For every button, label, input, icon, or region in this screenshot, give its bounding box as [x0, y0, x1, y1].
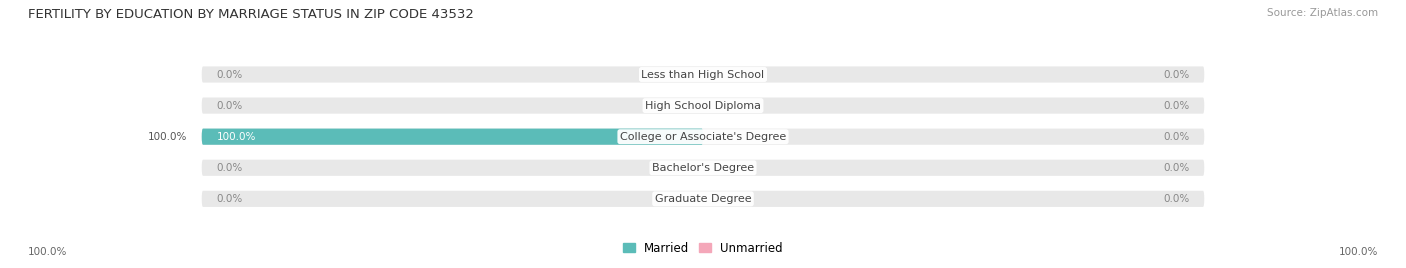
FancyBboxPatch shape [201, 160, 1205, 176]
Text: 0.0%: 0.0% [1163, 163, 1189, 173]
Text: 0.0%: 0.0% [217, 194, 243, 204]
Text: Less than High School: Less than High School [641, 69, 765, 80]
Text: 100.0%: 100.0% [28, 247, 67, 257]
Text: FERTILITY BY EDUCATION BY MARRIAGE STATUS IN ZIP CODE 43532: FERTILITY BY EDUCATION BY MARRIAGE STATU… [28, 8, 474, 21]
Legend: Married, Unmarried: Married, Unmarried [619, 237, 787, 259]
Text: College or Associate's Degree: College or Associate's Degree [620, 132, 786, 142]
Text: 100.0%: 100.0% [217, 132, 256, 142]
Text: High School Diploma: High School Diploma [645, 100, 761, 111]
Text: 0.0%: 0.0% [1163, 100, 1189, 111]
Text: Source: ZipAtlas.com: Source: ZipAtlas.com [1267, 8, 1378, 18]
Text: 0.0%: 0.0% [217, 69, 243, 80]
Text: 0.0%: 0.0% [1163, 132, 1189, 142]
Text: 0.0%: 0.0% [1163, 194, 1189, 204]
Text: Bachelor's Degree: Bachelor's Degree [652, 163, 754, 173]
FancyBboxPatch shape [201, 129, 703, 145]
FancyBboxPatch shape [201, 66, 1205, 83]
Text: 0.0%: 0.0% [217, 100, 243, 111]
FancyBboxPatch shape [201, 98, 1205, 114]
FancyBboxPatch shape [201, 191, 1205, 207]
Text: 0.0%: 0.0% [1163, 69, 1189, 80]
Text: Graduate Degree: Graduate Degree [655, 194, 751, 204]
Text: 0.0%: 0.0% [217, 163, 243, 173]
Text: 100.0%: 100.0% [148, 132, 187, 142]
Text: 100.0%: 100.0% [1339, 247, 1378, 257]
FancyBboxPatch shape [201, 129, 1205, 145]
